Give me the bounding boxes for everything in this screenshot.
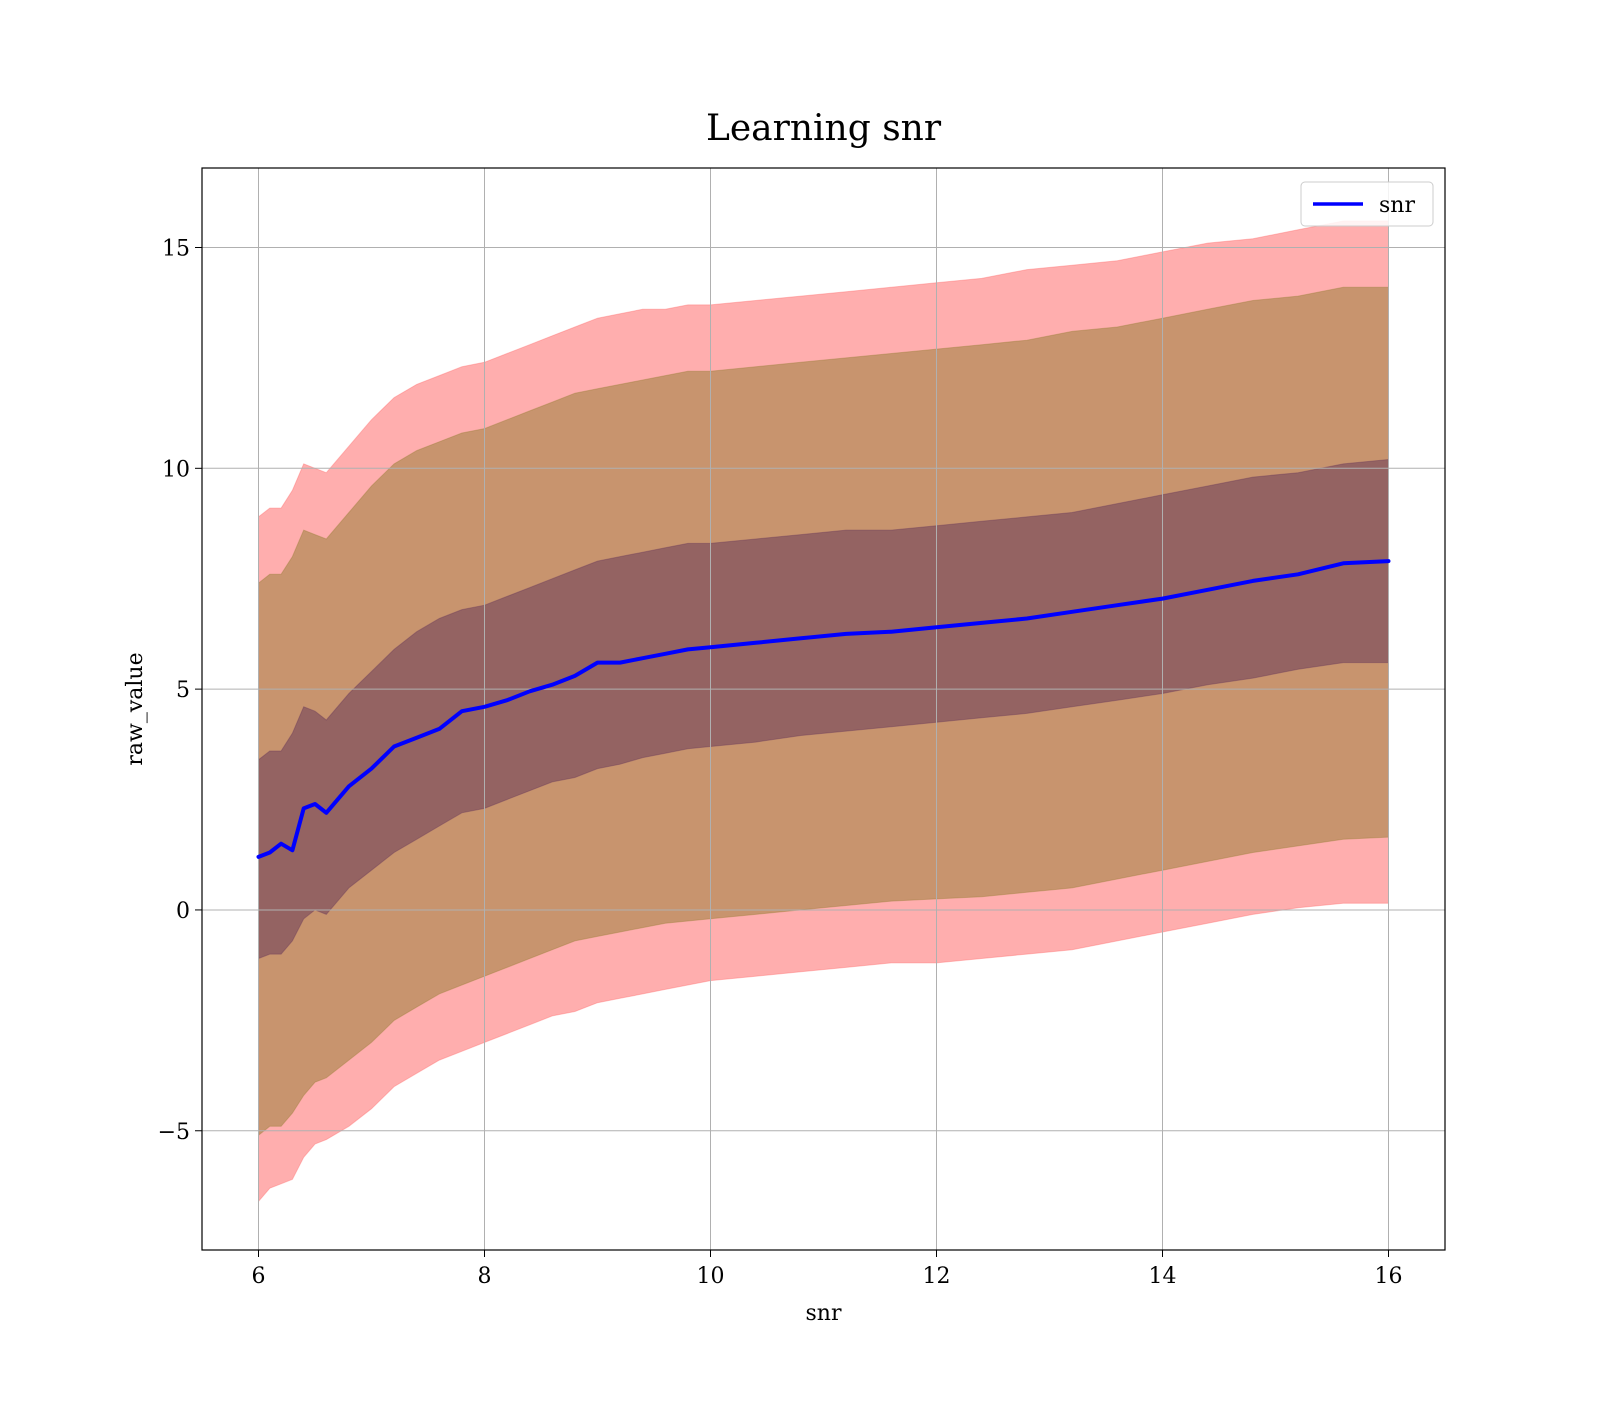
x-tick-label: 14 <box>1149 1264 1177 1289</box>
legend-box <box>1300 181 1434 227</box>
chart-title: Learning snr <box>706 108 942 149</box>
y-tick-label: 5 <box>176 678 190 703</box>
x-tick-label: 12 <box>923 1264 951 1289</box>
y-tick-label: 0 <box>176 899 190 924</box>
series-line-snr <box>256 559 1391 859</box>
y-axis-ticks: −5 0 5 10 15 <box>158 236 202 1145</box>
x-axis-title: snr <box>806 1301 842 1326</box>
series-lines <box>256 559 1391 859</box>
x-tick-label: 16 <box>1375 1264 1403 1289</box>
y-tick-label: 15 <box>162 236 190 261</box>
x-tick-label: 10 <box>697 1264 725 1289</box>
x-tick-label: 6 <box>252 1264 266 1289</box>
plot-frame <box>201 167 1446 1251</box>
y-tick-label: 10 <box>162 457 190 482</box>
confidence-bands <box>258 220 1389 1203</box>
x-axis-ticks: 6 8 10 12 14 16 <box>252 1250 1403 1289</box>
x-tick-label: 8 <box>478 1264 492 1289</box>
grid <box>202 168 1445 1250</box>
legend: snr <box>1300 181 1434 227</box>
legend-label-snr: snr <box>1379 193 1415 218</box>
y-tick-label: −5 <box>158 1120 190 1145</box>
y-axis-title: raw_value <box>123 652 148 765</box>
